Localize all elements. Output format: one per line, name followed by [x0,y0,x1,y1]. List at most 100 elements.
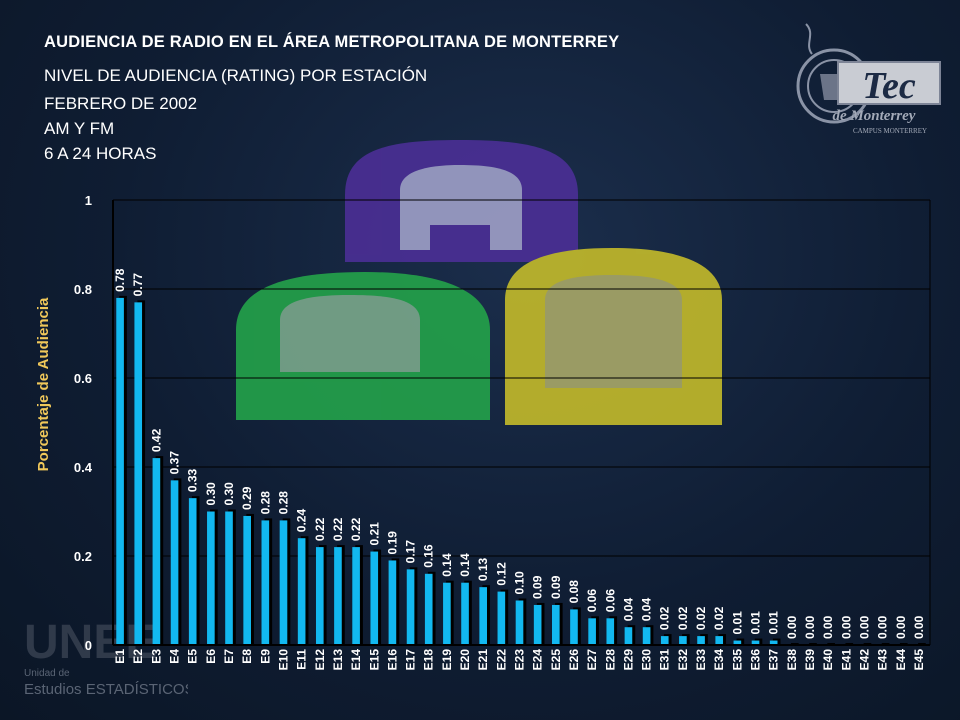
bar [552,604,560,645]
radio-purple-icon [345,140,578,262]
subtitle-line-3: AM Y FM [44,119,115,138]
x-tick-label: E28 [603,649,617,671]
data-label: 0.09 [531,575,545,599]
x-tick-label: E30 [640,649,654,671]
logo-subtitle: de Monterrey [833,108,916,124]
bar [134,302,143,645]
data-label: 0.02 [694,606,708,630]
logo-wordmark: Tec [862,65,916,107]
y-axis-title: Porcentaje de Audiencia [35,297,52,471]
data-label: 0.24 [295,509,309,533]
data-label: 0.04 [640,598,654,622]
radio-illustration [236,140,722,425]
watermark-line1: Unidad de [24,668,70,679]
x-tick-label: E5 [186,649,200,664]
bar [297,538,306,645]
data-label: 0.02 [712,606,726,630]
bar [261,520,270,645]
data-label: 0.01 [749,611,763,635]
bar [588,618,596,645]
x-tick-label: E6 [204,649,218,664]
bar [751,640,760,645]
bar [479,587,488,645]
bar [461,582,469,645]
data-label: 0.28 [258,491,272,515]
y-tick-label: 0 [85,638,92,653]
bar [497,591,506,645]
x-tick-label: E26 [567,649,581,671]
data-label: 0.00 [821,615,835,639]
bar [769,640,778,645]
data-label: 0.30 [222,482,236,506]
x-tick-label: E37 [767,649,781,671]
x-tick-label: E36 [749,649,763,671]
x-tick-label: E19 [440,649,454,671]
bar [315,547,324,645]
x-tick-label: E7 [222,649,236,664]
x-tick-label: E40 [821,649,835,671]
bar [606,618,615,645]
x-tick-label: E42 [857,649,871,671]
data-label: 0.00 [876,615,890,639]
x-tick-label: E43 [876,649,890,671]
x-tick-label: E27 [585,649,599,671]
subtitle-line-2: FEBRERO DE 2002 [44,94,198,113]
data-label: 0.06 [603,589,617,613]
subtitle-line-4: 6 A 24 HORAS [44,144,157,163]
data-label: 0.09 [549,575,563,599]
bar [733,640,742,645]
bar [406,569,415,645]
data-label: 0.00 [857,615,871,639]
x-tick-label: E17 [404,649,418,671]
bar [642,627,651,645]
bar [170,480,179,645]
x-tick-label: E21 [476,649,490,671]
x-tick-label: E31 [658,649,672,671]
x-tick-label: E16 [385,649,399,671]
data-label: 0.30 [204,482,218,506]
subtitle-line-1: NIVEL DE AUDIENCIA (RATING) POR ESTACIÓN [44,66,428,85]
x-tick-label: E12 [313,649,327,671]
data-label: 0.17 [404,540,418,564]
data-label: 0.12 [494,562,508,586]
x-tick-label: E1 [113,649,127,664]
watermark-line2: Estudios ESTADÍSTICOS [24,681,188,698]
x-tick-label: E32 [676,649,690,671]
x-tick-label: E25 [549,649,563,671]
y-tick-label: 1 [85,193,92,208]
x-tick-label: E35 [730,649,744,671]
data-label: 0.33 [186,468,200,492]
bar [715,636,724,645]
y-tick-label: 0.2 [74,549,92,564]
x-tick-label: E18 [422,649,436,671]
bar [533,604,542,645]
data-label: 0.22 [331,517,345,541]
bar [116,297,124,645]
data-label: 0.00 [785,615,799,639]
x-tick-label: E10 [276,649,290,671]
x-tick-label: E41 [839,649,853,671]
x-tick-label: E3 [149,649,163,664]
x-tick-label: E38 [785,649,799,671]
bar [334,547,342,645]
radio-yellow-icon [505,248,722,425]
data-label: 0.21 [367,522,381,546]
x-tick-label: E4 [168,649,182,664]
chart-title: AUDIENCIA DE RADIO EN EL ÁREA METROPOLIT… [44,33,620,51]
bar [243,515,251,645]
data-label: 0.04 [621,598,635,622]
data-label: 0.02 [658,606,672,630]
logo-campus: CAMPUS MONTERREY [853,127,927,135]
data-label: 0.00 [894,615,908,639]
data-label: 0.01 [730,611,744,635]
data-label: 0.42 [149,428,163,452]
x-tick-label: E15 [367,649,381,671]
data-label: 0.22 [349,517,363,541]
data-label: 0.02 [676,606,690,630]
bar [225,511,233,645]
data-label: 0.28 [276,491,290,515]
x-tick-label: E34 [712,649,726,671]
data-label: 0.00 [803,615,817,639]
data-label: 0.10 [513,571,527,595]
